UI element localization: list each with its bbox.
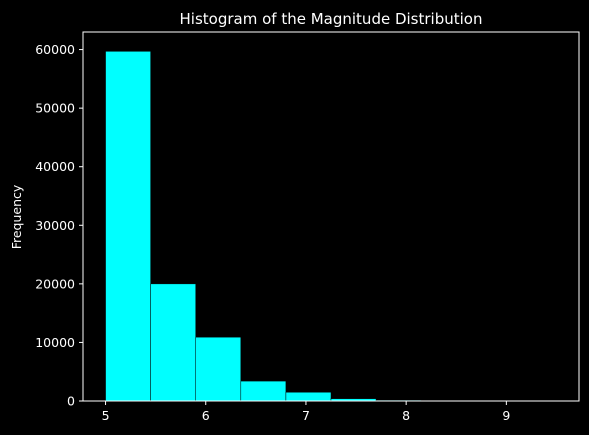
- y-tick-label: 60000: [35, 42, 75, 57]
- x-axis-ticks: 5 6 7 8 9: [102, 401, 510, 423]
- histogram-bar-3: [195, 336, 242, 402]
- y-tick-label: 50000: [35, 101, 75, 116]
- x-tick-label: 8: [402, 408, 410, 423]
- x-tick-label: 9: [502, 408, 510, 423]
- histogram-bar-1: [105, 51, 151, 402]
- y-tick-label: 10000: [35, 335, 75, 350]
- histogram-bar-2: [150, 283, 196, 402]
- histogram-bar-4: [240, 380, 287, 402]
- histogram-bar-5: [285, 391, 332, 402]
- bars-group: [105, 51, 557, 402]
- x-tick-label: 6: [202, 408, 210, 423]
- y-tick-label: 0: [67, 394, 75, 409]
- x-tick-label: 7: [302, 408, 310, 423]
- plot-area-frame: [82, 31, 580, 402]
- chart-title: Histogram of the Magnitude Distribution: [180, 10, 483, 28]
- y-tick-label: 20000: [35, 276, 75, 291]
- y-axis-ticks: 0 10000 20000 30000 40000 50000 60000: [35, 42, 83, 409]
- y-axis-label: Frequency: [9, 184, 24, 249]
- y-tick-label: 40000: [35, 159, 75, 174]
- y-tick-label: 30000: [35, 218, 75, 233]
- x-tick-label: 5: [102, 408, 110, 423]
